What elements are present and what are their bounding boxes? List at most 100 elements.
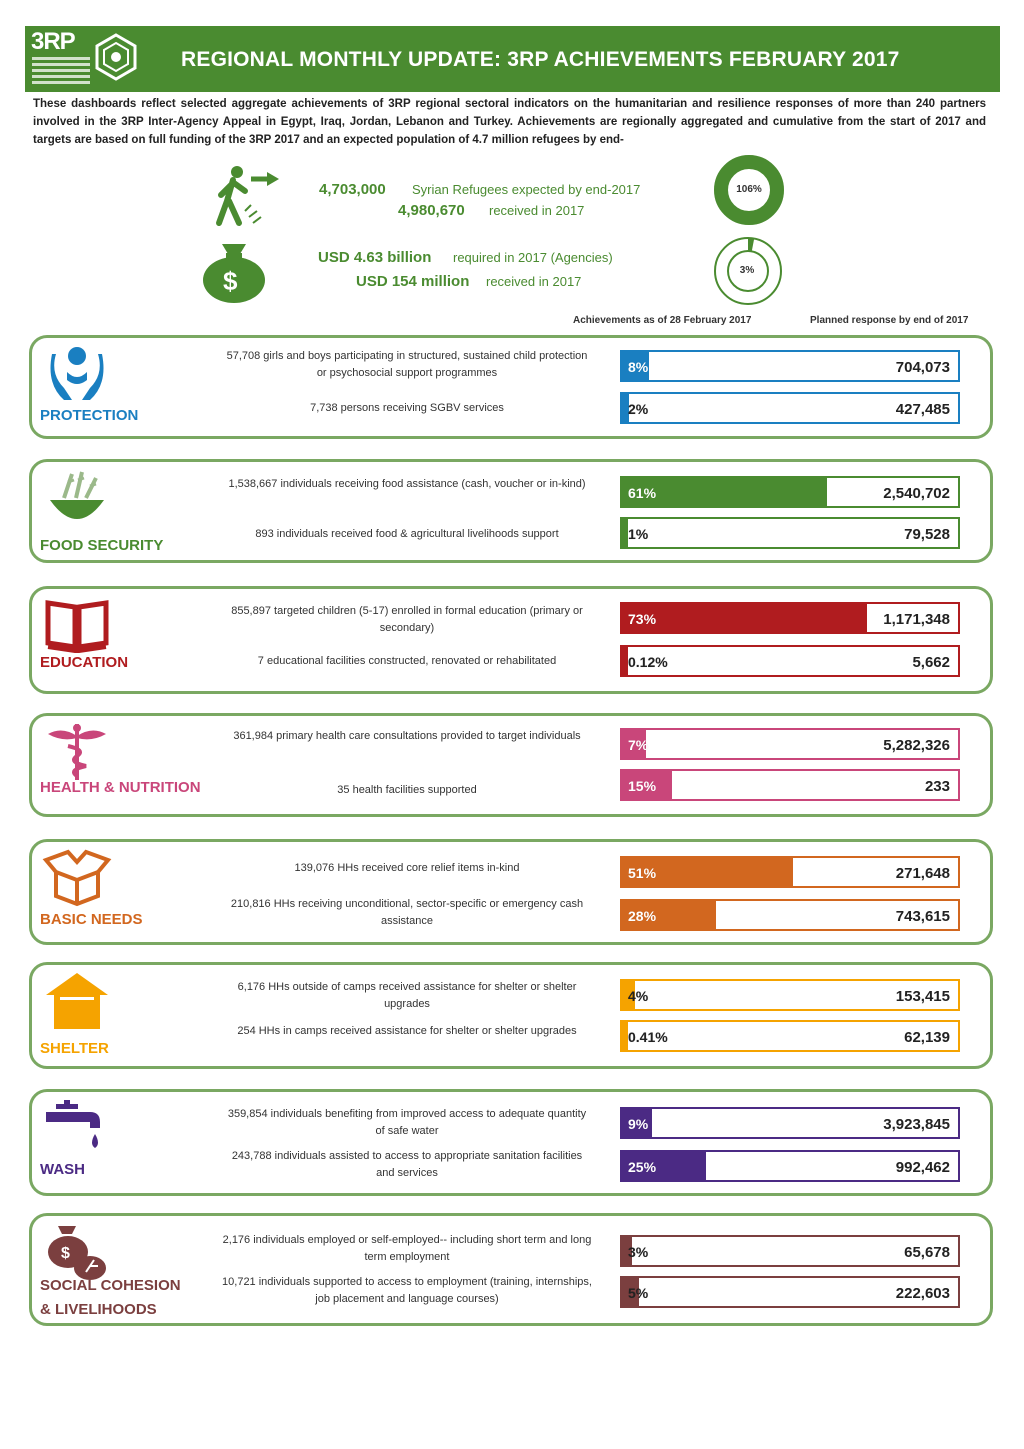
logo-emblem-icon	[95, 33, 137, 81]
planned-column-header: Planned response by end of 2017	[810, 315, 969, 326]
planned-target: 427,485	[895, 401, 950, 418]
progress-bar-fill	[622, 1278, 639, 1306]
planned-target: 79,528	[904, 526, 950, 543]
progress-bar-fill	[622, 647, 628, 675]
progress-percent: 25%	[628, 1159, 657, 1175]
sector-name: SOCIAL COHESION	[40, 1277, 181, 1294]
progress-bar: 51% 271,648	[620, 856, 960, 888]
indicator-text: 2,176 individuals employed or self-emplo…	[222, 1234, 592, 1263]
indicator-text: 10,721 individuals supported to access t…	[222, 1276, 592, 1305]
grain-bowl-icon	[42, 468, 142, 528]
progress-bar-fill	[622, 771, 672, 799]
planned-target: 5,282,326	[883, 737, 950, 754]
indicator-text: 1,538,667 individuals receiving food ass…	[228, 478, 586, 490]
planned-target: 62,139	[904, 1029, 950, 1046]
progress-bar: 2% 427,485	[620, 392, 960, 424]
refugees-expected-number: 4,703,000	[319, 181, 386, 198]
svg-text:$: $	[61, 1245, 70, 1262]
sector-name: EDUCATION	[40, 654, 129, 671]
refugees-donut-label: 106%	[736, 184, 762, 195]
progress-bar-fill	[622, 1237, 632, 1265]
refugees-received-label: received in 2017	[489, 203, 585, 218]
indicator-text: 57,708 girls and boys participating in s…	[226, 350, 588, 379]
sector-card-social-cohesion: $ SOCIAL COHESION & LIVELIHOODS 2,176 indiv…	[29, 1213, 993, 1326]
progress-bar: 0.41% 62,139	[620, 1020, 960, 1052]
planned-target: 65,678	[904, 1244, 950, 1261]
dollar-sign: $	[223, 266, 238, 296]
sector-card-health-nutrition: HEALTH & NUTRITION 361,984 primary health…	[29, 713, 993, 817]
sector-card-protection: PROTECTION 57,708 girls and boys particip…	[29, 335, 993, 439]
page-title: REGIONAL MONTHLY UPDATE: 3RP ACHIEVEMENT…	[181, 48, 900, 71]
progress-percent: 5%	[628, 1285, 649, 1301]
progress-bar-fill	[622, 394, 629, 422]
progress-bar: 61% 2,540,702	[620, 476, 960, 508]
indicator-text: 361,984 primary health care consultation…	[233, 730, 581, 742]
sector-name: FOOD SECURITY	[40, 537, 164, 554]
planned-target: 2,540,702	[883, 485, 950, 502]
walking-person-icon	[216, 166, 279, 226]
funding-received-number: USD 154 million	[356, 273, 470, 290]
planned-target: 233	[924, 778, 950, 795]
sector-card-wash: WASH 359,854 individuals benefiting from …	[29, 1089, 993, 1196]
planned-target: 992,462	[895, 1159, 950, 1176]
funding-required-number: USD 4.63 billion	[318, 249, 432, 266]
progress-bar: 0.12% 5,662	[620, 645, 960, 677]
indicator-text: 7 educational facilities constructed, re…	[257, 655, 557, 667]
indicator-text: 254 HHs in camps received assistance for…	[237, 1025, 577, 1037]
indicator-text: 210,816 HHs receiving unconditional, sec…	[230, 898, 584, 927]
progress-percent: 1%	[628, 526, 649, 542]
progress-bar: 7% 5,282,326	[620, 728, 960, 760]
progress-percent: 7%	[628, 737, 649, 753]
progress-bar-fill	[622, 352, 649, 380]
sector-card-basic-needs: BASIC NEEDS 139,076 HHs received core rel…	[29, 839, 993, 945]
progress-bar-fill	[622, 519, 628, 547]
planned-target: 1,171,348	[883, 611, 950, 628]
sector-name: HEALTH & NUTRITION	[40, 779, 201, 796]
progress-bar: 5% 222,603	[620, 1276, 960, 1308]
indicator-text: 35 health facilities supported	[337, 784, 477, 796]
sector-card-education: EDUCATION 855,897 targeted children (5-17…	[29, 586, 993, 694]
progress-bar: 4% 153,415	[620, 979, 960, 1011]
progress-bar-fill	[622, 1022, 628, 1050]
money-bag-icon	[203, 244, 265, 303]
sector-card-shelter: SHELTER 6,176 HHs outside of camps receiv…	[29, 962, 993, 1069]
progress-bar: 3% 65,678	[620, 1235, 960, 1267]
indicator-text: 855,897 targeted children (5-17) enrolle…	[231, 605, 583, 634]
progress-bar-fill	[622, 858, 793, 886]
progress-percent: 9%	[628, 1116, 649, 1132]
planned-target: 222,603	[895, 1285, 950, 1302]
progress-percent: 4%	[628, 988, 649, 1004]
indicator-text: 6,176 HHs outside of camps received assi…	[237, 981, 577, 1010]
header-banner: 3RP REGIONAL MONTHLY UPDATE: 3RP ACHIEVE…	[25, 26, 1000, 92]
refugees-received-number: 4,980,670	[398, 202, 465, 219]
funding-donut-label: 3%	[739, 265, 755, 276]
sector-name: BASIC NEEDS	[40, 911, 143, 928]
refugees-expected-label: Syrian Refugees expected by end-2017	[412, 182, 641, 197]
progress-percent: 73%	[628, 611, 657, 627]
sector-name: WASH	[40, 1161, 85, 1178]
indicator-text: 359,854 individuals benefiting from impr…	[227, 1108, 587, 1137]
progress-percent: 3%	[628, 1244, 649, 1260]
funding-required-label: required in 2017 (Agencies)	[453, 250, 613, 265]
open-book-icon	[42, 595, 142, 655]
progress-bar: 28% 743,615	[620, 899, 960, 931]
progress-bar: 25% 992,462	[620, 1150, 960, 1182]
planned-target: 3,923,845	[883, 1116, 950, 1133]
sector-card-food-security: FOOD SECURITY 1,538,667 individuals recei…	[29, 459, 993, 563]
progress-percent: 2%	[628, 401, 649, 417]
progress-percent: 15%	[628, 778, 657, 794]
progress-percent: 8%	[628, 359, 649, 375]
progress-bar-fill	[622, 1109, 652, 1137]
progress-percent: 0.41%	[628, 1029, 668, 1045]
house-icon	[42, 971, 142, 1031]
planned-target: 5,662	[912, 654, 950, 671]
planned-target: 271,648	[895, 865, 950, 882]
progress-bar-fill	[622, 604, 867, 632]
progress-percent: 51%	[628, 865, 657, 881]
progress-bar: 1% 79,528	[620, 517, 960, 549]
sector-name: SHELTER	[40, 1040, 109, 1057]
indicator-text: 893 individuals received food & agricult…	[255, 528, 559, 540]
progress-bar: 15% 233	[620, 769, 960, 801]
water-tap-icon	[42, 1098, 142, 1158]
progress-bar-fill	[622, 901, 716, 929]
